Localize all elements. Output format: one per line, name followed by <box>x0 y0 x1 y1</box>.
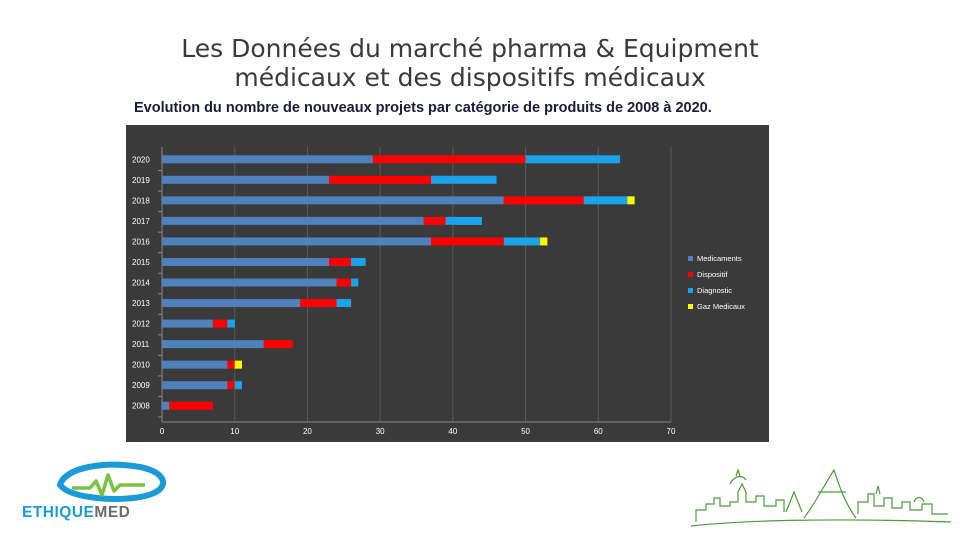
logo-text-med: MED <box>94 504 130 521</box>
x-tick-label: 20 <box>303 427 312 436</box>
bar-segment <box>234 360 242 369</box>
bar-segment <box>162 175 330 184</box>
bar-segment <box>583 196 628 205</box>
y-tick-label: 2008 <box>132 402 150 411</box>
y-tick-label: 2014 <box>132 279 150 288</box>
bar-segment <box>423 216 446 225</box>
bar-segment <box>431 237 504 246</box>
city-skyline-icon <box>690 468 952 527</box>
x-tick-label: 0 <box>160 427 165 436</box>
bar-segment <box>431 175 497 184</box>
bar-segment <box>329 257 352 266</box>
bar-segment <box>162 340 264 349</box>
bar-segment <box>263 340 293 349</box>
legend-label: Diagnostic <box>697 286 732 295</box>
page-title: Les Données du marché pharma & Equipment… <box>130 34 810 92</box>
x-tick-label: 30 <box>376 427 385 436</box>
chart-subtitle: Evolution du nombre de nouveaux projets … <box>134 100 712 116</box>
bar-segment <box>212 319 228 328</box>
stacked-bar-chart: 0 10 20 30 40 50 60 70 2020 2019 2018 2017 2016 2015 2… <box>126 125 769 442</box>
y-tick-label: 2011 <box>132 340 150 349</box>
bar-segment <box>162 216 424 225</box>
bar-segment <box>300 299 337 308</box>
bar-segment <box>525 155 621 164</box>
svg-text:ETHIQUEMED: ETHIQUEMED <box>22 504 130 521</box>
bar-segment <box>627 196 635 205</box>
y-tick-label: 2012 <box>132 320 150 329</box>
y-tick-label: 2016 <box>132 237 150 246</box>
bar-segment <box>169 401 213 410</box>
bar-segment <box>162 237 432 246</box>
bar-segment <box>503 196 584 205</box>
bar-segment <box>227 319 235 328</box>
title-line-2: médicaux et des dispositifs médicaux <box>234 63 706 92</box>
legend-swatch <box>688 272 693 277</box>
bar-segment <box>351 278 359 287</box>
y-tick-label: 2015 <box>132 258 150 267</box>
bar-segment <box>162 319 213 328</box>
legend-swatch <box>688 288 693 293</box>
bar-segment <box>162 360 228 369</box>
legend-label: Dispositif <box>697 270 728 279</box>
logo-pulse-icon <box>72 473 145 497</box>
legend-swatch <box>688 256 693 261</box>
legend-swatch <box>688 304 693 309</box>
bar-segment <box>445 216 482 225</box>
x-tick-label: 50 <box>521 427 530 436</box>
bar-segment <box>162 196 504 205</box>
bar-segment <box>336 299 352 308</box>
bar-segment <box>336 278 352 287</box>
bar-segment <box>372 155 526 164</box>
bar-segment <box>162 299 301 308</box>
y-tick-label: 2017 <box>132 217 150 226</box>
title-line-1: Les Données du marché pharma & Equipment <box>181 34 759 63</box>
y-tick-label: 2018 <box>132 196 150 205</box>
bar-segment <box>162 278 337 287</box>
bar-segment <box>234 381 242 390</box>
logo-swoosh-icon <box>56 461 167 502</box>
x-tick-label: 60 <box>594 427 603 436</box>
bar-segment <box>162 381 228 390</box>
bar-segment <box>227 360 235 369</box>
logo-text-ethique: ETHIQUE <box>22 504 94 521</box>
y-tick-label: 2020 <box>132 155 150 164</box>
bar-segment <box>351 257 366 266</box>
y-tick-label: 2019 <box>132 176 150 185</box>
bar-segment <box>227 381 235 390</box>
bar-segment <box>162 401 170 410</box>
ethiquemed-logo: ETHIQUEMED <box>22 461 167 521</box>
y-tick-label: 2009 <box>132 381 150 390</box>
bar-segment <box>162 257 330 266</box>
bar-segment <box>329 175 432 184</box>
bar-segment <box>503 237 541 246</box>
y-tick-label: 2010 <box>132 361 150 370</box>
legend-label: Gaz Medicaux <box>697 302 745 311</box>
x-tick-label: 10 <box>230 427 239 436</box>
legend-label: Medicaments <box>697 254 742 263</box>
x-tick-label: 40 <box>448 427 457 436</box>
bar-segment <box>540 237 548 246</box>
y-tick-label: 2013 <box>132 299 150 308</box>
x-tick-label: 70 <box>667 427 676 436</box>
bar-segment <box>162 155 373 164</box>
